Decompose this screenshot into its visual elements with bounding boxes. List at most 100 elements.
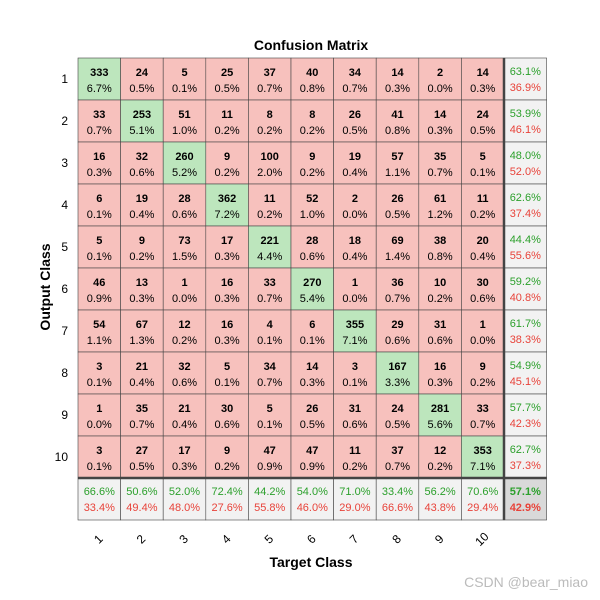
col-error: 55.8% [254, 502, 285, 514]
off-diagonal-cell [375, 99, 420, 143]
off-diagonal-cell [418, 99, 462, 143]
row-summary-cell [503, 267, 547, 311]
off-diagonal-cell [418, 267, 462, 311]
cell-percent: 0.1% [215, 377, 240, 389]
x-tick-label: 9 [432, 532, 447, 547]
cell-percent: 0.7% [257, 377, 282, 389]
cell-count: 5 [267, 403, 273, 415]
off-diagonal-cell [375, 57, 420, 101]
cell-percent: 0.1% [342, 377, 367, 389]
cell-percent: 0.2% [300, 167, 325, 179]
cell-count: 221 [261, 235, 279, 247]
off-diagonal-cell [77, 141, 121, 185]
cell-count: 167 [388, 361, 406, 373]
cell-count: 362 [218, 193, 236, 205]
y-tick-label: 10 [55, 450, 69, 464]
cell-percent: 0.7% [470, 419, 495, 431]
cell-count: 1 [480, 319, 486, 331]
off-diagonal-cell [375, 183, 420, 227]
cell-percent: 0.8% [385, 125, 410, 137]
cell-count: 32 [178, 361, 190, 373]
watermark: CSDN @bear_miao [464, 574, 588, 590]
cell-percent: 0.3% [129, 293, 154, 305]
y-tick-label: 1 [61, 72, 68, 86]
cell-percent: 0.8% [300, 83, 325, 95]
off-diagonal-cell [333, 351, 377, 395]
cell-percent: 0.3% [428, 377, 453, 389]
off-diagonal-cell [248, 183, 292, 227]
cell-count: 8 [309, 109, 315, 121]
cell-percent: 0.1% [172, 83, 197, 95]
cell-count: 47 [306, 445, 318, 457]
cell-count: 19 [349, 151, 361, 163]
cell-count: 281 [431, 403, 449, 415]
cell-count: 5 [224, 361, 230, 373]
cell-percent: 0.0% [172, 293, 197, 305]
cell-percent: 0.5% [342, 125, 367, 137]
cell-percent: 5.6% [428, 419, 453, 431]
cell-count: 260 [175, 151, 193, 163]
cell-count: 69 [391, 235, 403, 247]
cell-percent: 6.7% [87, 83, 112, 95]
cell-count: 35 [136, 403, 148, 415]
cell-percent: 2.0% [257, 167, 282, 179]
diagonal-cell [290, 267, 334, 311]
cell-count: 1 [352, 277, 358, 289]
cell-percent: 0.4% [129, 377, 154, 389]
cell-percent: 5.4% [300, 293, 325, 305]
cell-percent: 0.0% [428, 83, 453, 95]
off-diagonal-cell [375, 435, 420, 479]
cell-count: 2 [437, 67, 443, 79]
diagonal-cell [418, 393, 462, 437]
diagonal-cell [120, 99, 164, 143]
cell-percent: 0.7% [257, 83, 282, 95]
cell-percent: 7.1% [470, 461, 495, 473]
off-diagonal-cell [120, 393, 164, 437]
cell-percent: 0.1% [87, 377, 112, 389]
col-error: 27.6% [211, 502, 242, 514]
diagonal-cell [461, 435, 505, 479]
cell-percent: 0.3% [385, 83, 410, 95]
diagonal-cell [375, 351, 420, 395]
off-diagonal-cell [290, 309, 334, 353]
row-accuracy: 62.6% [510, 192, 541, 204]
cell-percent: 7.2% [215, 209, 240, 221]
cell-percent: 0.1% [300, 335, 325, 347]
col-summary-cell [248, 477, 292, 521]
cell-percent: 0.5% [385, 209, 410, 221]
cell-count: 33 [264, 277, 276, 289]
y-tick-label: 6 [61, 282, 68, 296]
off-diagonal-cell [162, 225, 207, 269]
cell-count: 57 [391, 151, 403, 163]
col-accuracy: 33.4% [382, 486, 413, 498]
cell-count: 333 [90, 67, 108, 79]
cell-count: 61 [434, 193, 446, 205]
cell-percent: 0.3% [470, 83, 495, 95]
cell-count: 28 [178, 193, 190, 205]
cell-percent: 0.1% [257, 335, 282, 347]
off-diagonal-cell [120, 225, 164, 269]
cell-percent: 3.3% [385, 377, 410, 389]
off-diagonal-cell [77, 267, 121, 311]
cell-percent: 0.3% [172, 461, 197, 473]
cell-percent: 0.6% [300, 251, 325, 263]
cell-count: 4 [267, 319, 274, 331]
y-tick-label: 8 [61, 366, 68, 380]
off-diagonal-cell [461, 99, 505, 143]
cell-percent: 0.5% [300, 419, 325, 431]
cell-count: 47 [264, 445, 276, 457]
col-error: 33.4% [84, 502, 115, 514]
cell-count: 5 [96, 235, 102, 247]
cell-percent: 0.1% [87, 209, 112, 221]
cell-count: 31 [349, 403, 361, 415]
cell-percent: 0.3% [428, 125, 453, 137]
off-diagonal-cell [333, 225, 377, 269]
col-accuracy: 71.0% [339, 486, 370, 498]
x-tick-label: 7 [347, 532, 362, 547]
off-diagonal-cell [333, 435, 377, 479]
cell-count: 16 [434, 361, 446, 373]
cell-count: 52 [306, 193, 318, 205]
x-tick-label: 10 [472, 529, 492, 549]
off-diagonal-cell [205, 57, 249, 101]
cell-count: 3 [352, 361, 358, 373]
